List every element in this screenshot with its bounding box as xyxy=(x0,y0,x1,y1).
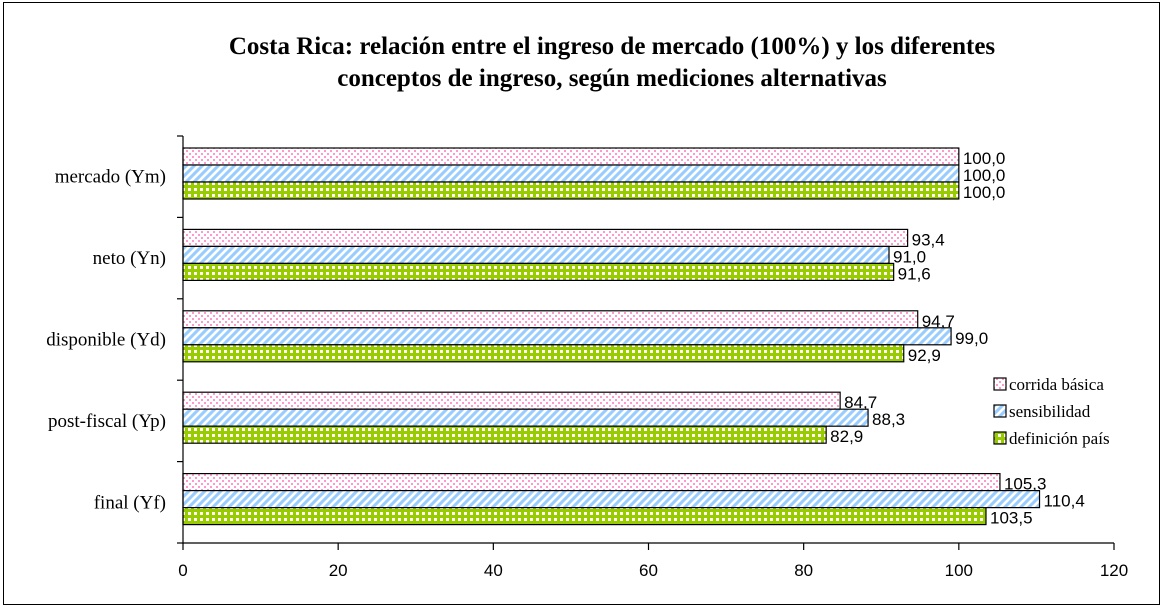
category-label: mercado (Ym) xyxy=(55,167,166,188)
x-tick-label: 80 xyxy=(794,561,813,580)
bar xyxy=(182,310,919,329)
x-tick-label: 100 xyxy=(945,561,973,580)
x-tick-label: 20 xyxy=(329,561,348,580)
category-label: neto (Yn) xyxy=(93,248,166,269)
data-label: 88,3 xyxy=(872,410,905,429)
bar xyxy=(182,228,909,247)
data-label: 92,9 xyxy=(908,346,941,365)
data-label: 82,9 xyxy=(830,427,863,446)
legend-swatch xyxy=(993,377,1007,391)
data-label: 110,4 xyxy=(1044,492,1085,511)
category-label: final (Yf) xyxy=(94,492,166,513)
bar xyxy=(182,408,869,427)
bar xyxy=(182,147,960,166)
data-label: 91,0 xyxy=(893,247,926,266)
chart-title-line-2: conceptos de ingreso, según mediciones a… xyxy=(337,65,887,92)
bar xyxy=(182,327,952,346)
data-label: 91,6 xyxy=(898,264,931,283)
bar xyxy=(182,391,841,410)
data-label: 105,3 xyxy=(1004,475,1047,494)
data-label: 94,7 xyxy=(922,312,955,331)
x-tick-label: 40 xyxy=(484,561,503,580)
bar xyxy=(182,473,1001,492)
x-tick-label: 0 xyxy=(178,561,187,580)
bar xyxy=(182,344,905,363)
bar xyxy=(182,262,895,281)
data-label: 99,0 xyxy=(955,329,988,348)
legend-label: definición país xyxy=(1009,429,1110,448)
data-label: 100,0 xyxy=(963,166,1006,185)
legend-swatch xyxy=(993,404,1007,418)
data-label: 93,4 xyxy=(912,230,945,249)
legend-swatch xyxy=(993,431,1007,445)
bar xyxy=(182,490,1041,509)
data-label: 84,7 xyxy=(844,393,877,412)
bar xyxy=(182,245,890,264)
bar xyxy=(182,425,827,444)
x-tick-label: 120 xyxy=(1100,561,1128,580)
data-label: 103,5 xyxy=(990,509,1033,528)
bar xyxy=(182,507,987,526)
data-label: 100,0 xyxy=(963,183,1006,202)
chart-title-line-1: Costa Rica: relación entre el ingreso de… xyxy=(229,33,996,60)
legend-label: sensibilidad xyxy=(1009,402,1091,421)
category-label: disponible (Yd) xyxy=(46,330,166,351)
x-tick-label: 60 xyxy=(639,561,658,580)
bar xyxy=(182,164,960,183)
data-label: 100,0 xyxy=(963,149,1006,168)
legend-label: corrida básica xyxy=(1009,375,1104,394)
bar xyxy=(182,181,960,200)
category-label: post-fiscal (Yp) xyxy=(48,411,166,432)
